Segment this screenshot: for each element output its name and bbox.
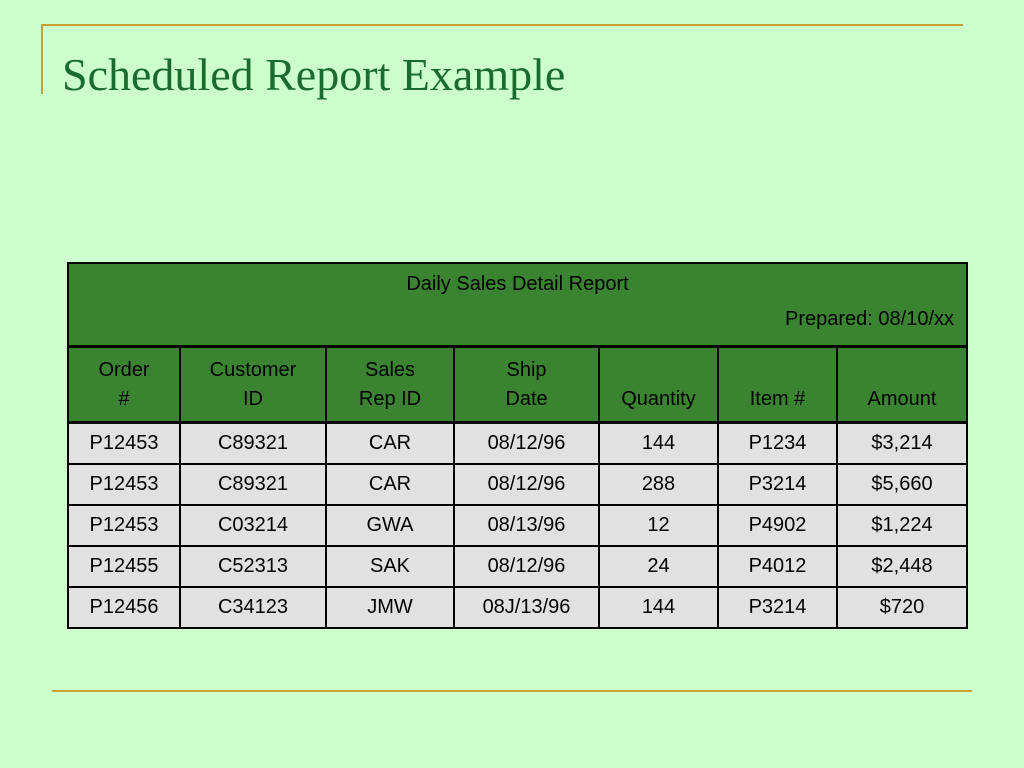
cell-amount: $1,224 (835, 504, 969, 547)
col-header-customer: Customer ID (179, 345, 327, 424)
report-banner-row: Daily Sales Detail Report Prepared: 08/1… (66, 262, 969, 348)
cell-quantity: 288 (598, 463, 719, 506)
col-header-item: Item # (717, 345, 838, 424)
table-row: P12456 C34123 JMW 08J/13/96 144 P3214 $7… (67, 586, 969, 629)
column-header-row: Order # Customer ID Sales Rep ID Ship Date Q… (67, 345, 969, 424)
cell-ship-date: 08J/13/96 (453, 586, 600, 629)
table-row: P12453 C03214 GWA 08/13/96 12 P4902 $1,2… (67, 504, 969, 547)
cell-customer-id: C52313 (179, 545, 327, 588)
col-header-sales-rep-line2: Rep ID (358, 388, 422, 410)
cell-quantity: 12 (598, 504, 719, 547)
col-header-ship-date: Ship Date (453, 345, 600, 424)
table-row: P12455 C52313 SAK 08/12/96 24 P4012 $2,4… (67, 545, 969, 588)
cell-amount: $2,448 (835, 545, 969, 588)
col-header-quantity: Quantity (598, 345, 719, 424)
cell-sales-rep-id: GWA (325, 504, 455, 547)
col-header-customer-line2: ID (243, 388, 263, 410)
cell-customer-id: C03214 (179, 504, 327, 547)
sales-report-table: Daily Sales Detail Report Prepared: 08/1… (66, 262, 969, 629)
col-header-ship-date-line1: Ship (506, 359, 547, 381)
col-header-order-line2: # (118, 388, 130, 410)
top-rule (41, 24, 963, 26)
cell-item: P3214 (717, 586, 838, 629)
report-title: Daily Sales Detail Report (406, 273, 629, 295)
col-header-ship-date-line2: Date (505, 388, 548, 410)
cell-order: P12455 (67, 545, 181, 588)
cell-amount: $3,214 (835, 421, 969, 465)
cell-amount: $5,660 (835, 463, 969, 506)
col-header-amount-label: Amount (867, 388, 937, 410)
cell-order: P12453 (67, 421, 181, 465)
col-header-quantity-label: Quantity (621, 388, 696, 410)
cell-order: P12453 (67, 463, 181, 506)
cell-ship-date: 08/12/96 (453, 421, 600, 465)
cell-sales-rep-id: CAR (325, 463, 455, 506)
report-prepared-date: Prepared: 08/10/xx (785, 308, 955, 330)
col-header-order: Order # (67, 345, 181, 424)
cell-sales-rep-id: JMW (325, 586, 455, 629)
cell-amount: $720 (835, 586, 969, 629)
col-header-sales-rep: Sales Rep ID (325, 345, 455, 424)
cell-item: P3214 (717, 463, 838, 506)
col-header-customer-line1: Customer (209, 359, 297, 381)
cell-ship-date: 08/12/96 (453, 463, 600, 506)
cell-sales-rep-id: CAR (325, 421, 455, 465)
col-header-sales-rep-line1: Sales (364, 359, 416, 381)
cell-ship-date: 08/13/96 (453, 504, 600, 547)
cell-ship-date: 08/12/96 (453, 545, 600, 588)
cell-quantity: 144 (598, 421, 719, 465)
slide-title: Scheduled Report Example (62, 49, 566, 100)
left-rule (41, 24, 43, 94)
bottom-rule (52, 690, 972, 692)
cell-customer-id: C34123 (179, 586, 327, 629)
cell-item: P4902 (717, 504, 838, 547)
col-header-order-line1: Order (98, 359, 150, 381)
cell-sales-rep-id: SAK (325, 545, 455, 588)
cell-quantity: 144 (598, 586, 719, 629)
table-row: P12453 C89321 CAR 08/12/96 144 P1234 $3,… (67, 421, 969, 465)
cell-quantity: 24 (598, 545, 719, 588)
report-banner: Daily Sales Detail Report Prepared: 08/1… (66, 262, 969, 348)
cell-customer-id: C89321 (179, 463, 327, 506)
col-header-amount: Amount (835, 345, 969, 424)
table-row: P12453 C89321 CAR 08/12/96 288 P3214 $5,… (67, 463, 969, 506)
cell-order: P12453 (67, 504, 181, 547)
cell-item: P1234 (717, 421, 838, 465)
cell-customer-id: C89321 (179, 421, 327, 465)
cell-order: P12456 (67, 586, 181, 629)
col-header-item-label: Item # (749, 388, 806, 410)
cell-item: P4012 (717, 545, 838, 588)
